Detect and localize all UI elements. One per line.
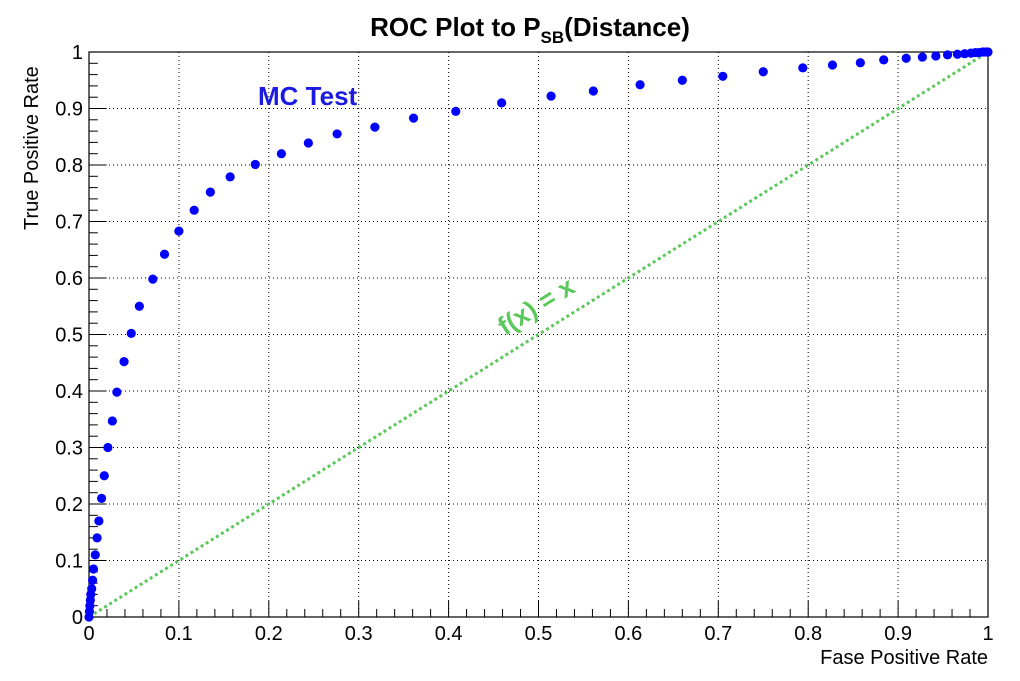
reference-line: [88, 50, 989, 619]
data-point: [90, 550, 100, 560]
reference-line-annotation: f(x) = x: [492, 271, 580, 342]
data-point: [408, 113, 419, 123]
data-point: [88, 564, 99, 574]
data-point: [901, 53, 911, 63]
data-point: [588, 86, 598, 96]
data-point: [718, 71, 728, 81]
y-axis-label: True Positive Rate: [21, 66, 43, 230]
data-point: [451, 106, 461, 116]
x-tick-label: 0.6: [614, 623, 642, 645]
data-point: [332, 129, 342, 139]
x-axis-label: Fase Positive Rate: [820, 647, 988, 669]
data-point: [303, 138, 313, 148]
data-point: [917, 52, 927, 62]
data-point: [497, 98, 507, 108]
y-tick-label: 0.1: [55, 551, 83, 573]
data-point: [879, 55, 889, 65]
data-point: [174, 226, 184, 236]
x-tick-label: 0.2: [255, 623, 283, 645]
y-tick-label: 0.4: [55, 381, 83, 403]
data-point: [276, 149, 286, 159]
x-tick-label: 0.8: [794, 623, 822, 645]
data-point: [225, 172, 235, 182]
x-tick-label: 0.3: [345, 623, 373, 645]
series-annotation-mc-test: MC Test: [258, 81, 358, 111]
data-point: [96, 493, 107, 503]
data-point: [87, 584, 97, 594]
y-tick-label: 0.9: [55, 99, 83, 121]
data-point: [250, 159, 260, 170]
data-point: [134, 301, 144, 311]
y-tick-label: 0.2: [55, 494, 83, 516]
y-tick-label: 0.7: [55, 212, 83, 234]
data-point: [942, 50, 953, 60]
x-tick-label: 0: [83, 623, 94, 645]
x-tick-label: 0.9: [884, 623, 912, 645]
axis-ticks: 0 0.1 0.2 0.3 0.4 0.5 0.6 0.7 0.8 0.9 1 0 0.1 0.2 0.3 0…: [55, 42, 993, 645]
data-point: [983, 47, 993, 57]
chart-title: ROC Plot to PSB(Distance): [370, 12, 690, 47]
data-point: [103, 442, 113, 453]
data-point: [855, 58, 865, 68]
data-point: [99, 471, 109, 481]
data-point: [87, 575, 98, 585]
y-tick-label: 1: [72, 42, 83, 64]
data-point: [798, 63, 808, 73]
data-point: [119, 357, 129, 367]
data-point: [952, 49, 963, 59]
x-tick-label: 0.4: [435, 623, 463, 645]
reference-line-layer: [88, 50, 989, 619]
data-point: [827, 60, 838, 70]
data-point: [94, 516, 104, 526]
y-tick-label: 0.6: [55, 268, 83, 290]
data-point: [758, 67, 768, 77]
y-tick-label: 0.5: [55, 325, 83, 347]
data-point: [205, 187, 215, 197]
data-point: [370, 122, 380, 132]
data-point: [546, 91, 556, 101]
data-point: [112, 387, 122, 397]
x-tick-label: 0.5: [525, 623, 553, 645]
x-tick-label: 0.7: [704, 623, 732, 645]
data-point: [189, 205, 199, 215]
data-point: [92, 533, 102, 543]
x-tick-label: 1: [982, 623, 993, 645]
data-point: [931, 51, 941, 61]
data-point: [107, 416, 117, 426]
data-point: [159, 249, 170, 259]
x-tick-label: 0.1: [165, 623, 193, 645]
y-tick-label: 0.8: [55, 155, 83, 177]
data-point: [677, 75, 687, 85]
y-tick-label: 0: [72, 607, 83, 629]
data-point: [148, 274, 158, 284]
data-point: [126, 328, 136, 338]
y-tick-label: 0.3: [55, 438, 83, 460]
data-point: [635, 80, 645, 90]
series-points: [84, 47, 993, 622]
